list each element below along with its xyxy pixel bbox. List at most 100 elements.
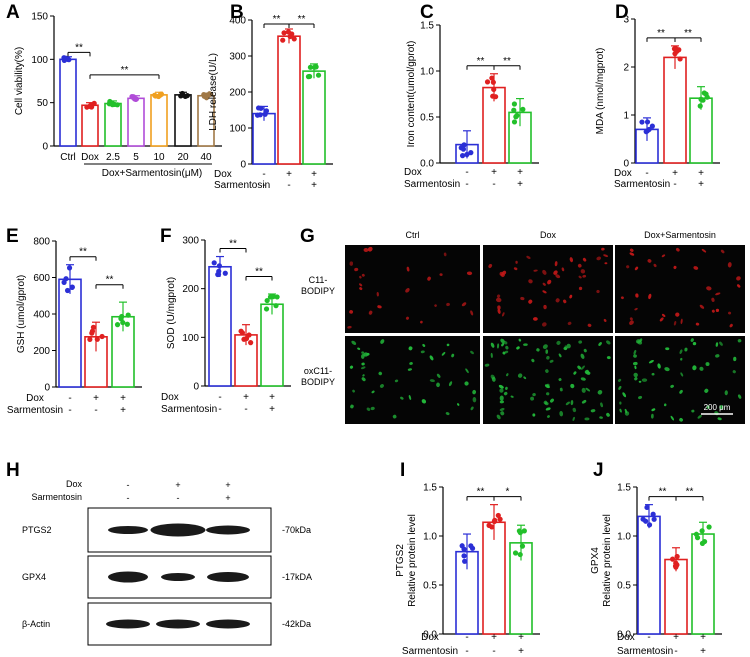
data-point	[125, 312, 131, 318]
cell-signal	[545, 369, 549, 373]
microscopy-column-label: Dox+Sarmentosin	[644, 230, 716, 240]
cell-signal	[584, 369, 590, 374]
cell-signal	[441, 351, 446, 356]
cell-signal	[406, 266, 410, 272]
dox-sign: +	[491, 167, 497, 178]
dox-sign: +	[517, 167, 523, 178]
cell-signal	[580, 377, 586, 381]
cell-signal	[451, 353, 455, 358]
cell-signal	[599, 416, 603, 419]
cell-signal	[420, 320, 423, 324]
cell-signal	[502, 312, 505, 317]
cell-signal	[659, 317, 664, 322]
cell-signal	[536, 348, 540, 352]
cell-signal	[665, 347, 670, 351]
cell-signal	[697, 414, 702, 419]
dox-sign: -	[647, 632, 650, 643]
cell-signal	[720, 249, 725, 254]
dox-row-label: Dox	[404, 167, 422, 178]
cell-signal	[604, 262, 608, 265]
y-tick-label: 1.0	[617, 532, 631, 543]
y-tick-label: 50	[37, 98, 49, 109]
sarmentosin-sign: -	[287, 180, 290, 191]
y-tick-label: 0.0	[423, 630, 437, 641]
cell-signal	[679, 349, 683, 355]
y-tick-label: 1.0	[423, 532, 437, 543]
dox-sign: -	[465, 632, 468, 643]
blot-band	[206, 525, 250, 535]
cell-signal	[549, 359, 554, 363]
y-tick-label: 600	[33, 273, 50, 284]
cell-signal	[542, 282, 546, 286]
cell-signal	[661, 313, 666, 318]
data-point	[677, 56, 683, 62]
cell-signal	[629, 252, 635, 256]
cell-signal	[719, 405, 724, 410]
bar	[150, 94, 168, 147]
x-tick-label: 40	[200, 152, 212, 163]
dox-sign: +	[518, 632, 524, 643]
dox-sign: +	[311, 169, 317, 180]
data-point	[511, 119, 518, 125]
y-axis-label: Relative protein level	[602, 514, 613, 607]
cell-signal	[670, 415, 675, 421]
panel-letter-D: D	[615, 2, 629, 23]
cell-signal	[619, 401, 622, 405]
microscopy-panel: Ctrl Dox Dox+SarmentosinC11-BODIPYoxC11-BO…	[301, 230, 745, 424]
cell-signal	[362, 374, 365, 377]
y-tick-label: 0.0	[420, 159, 434, 170]
y-tick-label: 1.0	[420, 67, 434, 78]
cell-signal	[359, 283, 363, 287]
cell-signal	[448, 381, 453, 387]
cell-signal	[691, 409, 695, 413]
significance-label: **	[79, 247, 87, 258]
cell-signal	[513, 267, 518, 271]
cell-signal	[515, 260, 518, 264]
y-axis-label: GSH (umol/gprot)	[16, 275, 27, 353]
cell-signal	[629, 317, 633, 321]
dox-sign: -	[68, 393, 71, 404]
y-tick-label: 400	[229, 16, 246, 27]
y-tick-label: 2	[623, 63, 629, 74]
y-axis-label: PTGS2	[395, 544, 406, 577]
data-point	[90, 324, 97, 330]
dox-sign: +	[243, 392, 249, 403]
dox-sign: +	[225, 480, 230, 490]
cell-signal	[704, 388, 709, 393]
data-point	[670, 556, 676, 562]
data-point	[263, 306, 270, 312]
cell-signal	[497, 343, 500, 349]
cell-signal	[639, 338, 643, 343]
cell-signal	[547, 279, 552, 285]
data-point	[274, 294, 280, 300]
dox-sign: +	[700, 632, 706, 643]
microscopy-row-label: BODIPY	[301, 377, 335, 387]
y-tick-label: 100	[182, 333, 199, 344]
data-point	[66, 265, 73, 271]
cell-signal	[409, 362, 413, 365]
data-point	[109, 102, 116, 108]
data-point	[273, 303, 279, 309]
cell-signal	[633, 354, 637, 358]
molecular-weight: -70kDa	[282, 525, 311, 535]
bar	[127, 97, 145, 147]
sarmentosin-row-label: Sarmentosin	[614, 179, 670, 190]
cell-signal	[501, 342, 505, 347]
data-point	[512, 550, 519, 556]
cell-signal	[629, 320, 634, 325]
data-point	[63, 55, 69, 61]
cell-signal	[528, 279, 533, 284]
data-point	[651, 516, 657, 522]
cell-signal	[498, 384, 504, 389]
dox-sign: -	[127, 480, 130, 490]
y-tick-label: 100	[31, 55, 48, 66]
data-point	[468, 543, 474, 549]
data-point	[211, 260, 217, 266]
cell-signal	[737, 339, 742, 343]
dox-sign: +	[698, 168, 704, 179]
cell-signal	[582, 274, 587, 278]
cell-signal	[606, 356, 611, 360]
dox-sign: -	[218, 392, 221, 403]
